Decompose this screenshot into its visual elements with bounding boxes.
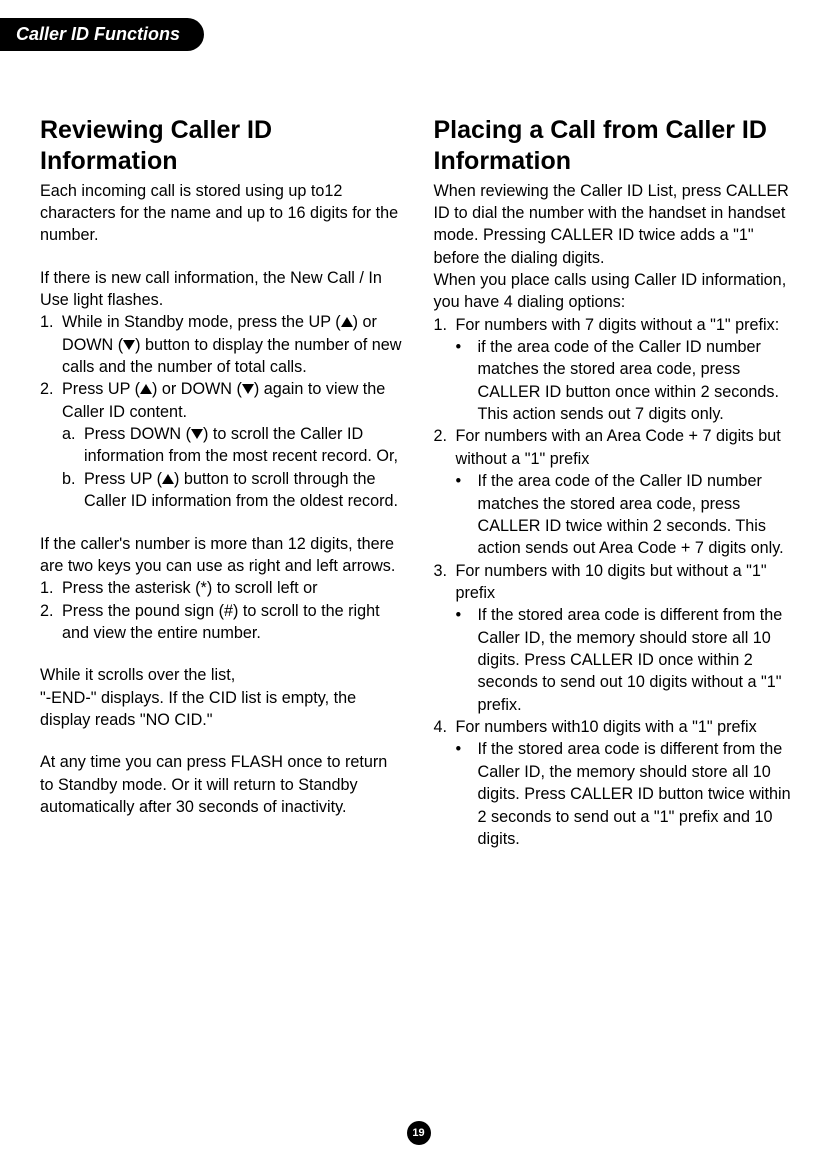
left-block-4: While it scrolls over the list, "-END-" … — [40, 664, 404, 731]
triangle-down-icon — [191, 429, 203, 439]
option-1-bullet: • if the area code of the Caller ID numb… — [434, 336, 798, 425]
triangle-down-icon — [242, 384, 254, 394]
t: Press DOWN ( — [84, 425, 191, 443]
right-p2: When you place calls using Caller ID inf… — [434, 269, 798, 314]
triangle-up-icon — [341, 317, 353, 327]
left-column: Reviewing Caller ID Information Each inc… — [40, 115, 404, 850]
page-content: Reviewing Caller ID Information Each inc… — [0, 51, 837, 850]
bullet-icon: • — [456, 336, 478, 425]
t: Press UP ( — [84, 470, 162, 488]
option-1-bullet-text: if the area code of the Caller ID number… — [478, 336, 798, 425]
step-2b: b. Press UP () button to scroll through … — [40, 468, 404, 513]
step-1-text: While in Standby mode, press the UP () o… — [62, 311, 404, 378]
right-p1: When reviewing the Caller ID List, press… — [434, 180, 798, 269]
left-p1: Each incoming call is stored using up to… — [40, 180, 404, 247]
left-title: Reviewing Caller ID Information — [40, 115, 404, 178]
scroll-step-2-text: Press the pound sign (#) to scroll to th… — [62, 600, 404, 645]
option-4-text: For numbers with10 digits with a "1" pre… — [456, 716, 798, 738]
num-4: 4. — [434, 716, 456, 738]
num-3: 3. — [434, 560, 456, 605]
scroll-step-1-text: Press the asterisk (*) to scroll left or — [62, 577, 404, 599]
num-2c: 2. — [434, 425, 456, 470]
left-p3: If the caller's number is more than 12 d… — [40, 533, 404, 578]
step-2b-text: Press UP () button to scroll through the… — [84, 468, 404, 513]
t: Press UP ( — [62, 380, 140, 398]
right-title: Placing a Call from Caller ID Informatio… — [434, 115, 798, 178]
triangle-up-icon — [140, 384, 152, 394]
left-block-3: If the caller's number is more than 12 d… — [40, 533, 404, 645]
option-2-text: For numbers with an Area Code + 7 digits… — [456, 425, 798, 470]
num-2b: 2. — [40, 600, 62, 645]
option-2-bullet-text: If the area code of the Caller ID number… — [478, 470, 798, 559]
num-1b: 1. — [40, 577, 62, 599]
step-2-text: Press UP () or DOWN () again to view the… — [62, 378, 404, 423]
bullet-icon: • — [456, 604, 478, 716]
left-p5: At any time you can press FLASH once to … — [40, 751, 404, 818]
option-3-bullet-text: If the stored area code is different fro… — [478, 604, 798, 716]
step-2a-text: Press DOWN () to scroll the Caller ID in… — [84, 423, 404, 468]
num-2: 2. — [40, 378, 62, 423]
step-1: 1. While in Standby mode, press the UP (… — [40, 311, 404, 378]
t: ) or DOWN ( — [152, 380, 242, 398]
left-p2: If there is new call information, the Ne… — [40, 267, 404, 312]
triangle-down-icon — [123, 340, 135, 350]
option-4-bullet: • If the stored area code is different f… — [434, 738, 798, 850]
left-block-2: If there is new call information, the Ne… — [40, 267, 404, 513]
scroll-step-2: 2. Press the pound sign (#) to scroll to… — [40, 600, 404, 645]
option-3: 3. For numbers with 10 digits but withou… — [434, 560, 798, 605]
option-2-bullet: • If the area code of the Caller ID numb… — [434, 470, 798, 559]
right-column: Placing a Call from Caller ID Informatio… — [434, 115, 798, 850]
option-4-bullet-text: If the stored area code is different fro… — [478, 738, 798, 850]
left-p4b: "-END-" displays. If the CID list is emp… — [40, 687, 404, 732]
option-1: 1. For numbers with 7 digits without a "… — [434, 314, 798, 336]
step-2a: a. Press DOWN () to scroll the Caller ID… — [40, 423, 404, 468]
scroll-step-1: 1. Press the asterisk (*) to scroll left… — [40, 577, 404, 599]
num-1: 1. — [40, 311, 62, 378]
page-number: 19 — [407, 1121, 431, 1145]
t: While in Standby mode, press the UP ( — [62, 313, 341, 331]
section-header-tab: Caller ID Functions — [0, 18, 204, 51]
option-3-text: For numbers with 10 digits but without a… — [456, 560, 798, 605]
triangle-up-icon — [162, 474, 174, 484]
option-4: 4. For numbers with10 digits with a "1" … — [434, 716, 798, 738]
option-1-text: For numbers with 7 digits without a "1" … — [456, 314, 798, 336]
bullet-icon: • — [456, 738, 478, 850]
bullet-icon: • — [456, 470, 478, 559]
option-2: 2. For numbers with an Area Code + 7 dig… — [434, 425, 798, 470]
num-1c: 1. — [434, 314, 456, 336]
option-3-bullet: • If the stored area code is different f… — [434, 604, 798, 716]
label-b: b. — [62, 468, 84, 513]
left-p4a: While it scrolls over the list, — [40, 664, 404, 686]
label-a: a. — [62, 423, 84, 468]
step-2: 2. Press UP () or DOWN () again to view … — [40, 378, 404, 423]
